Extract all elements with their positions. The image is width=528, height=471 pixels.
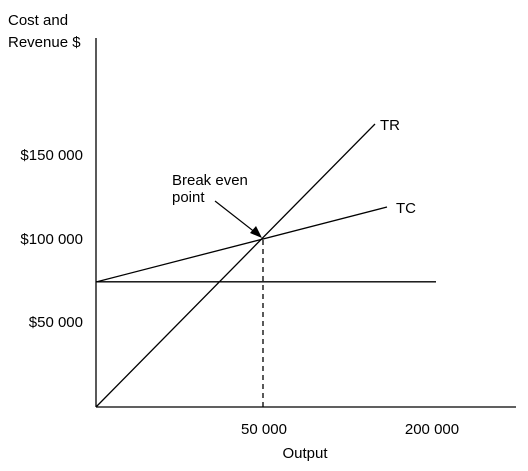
y-tick-label-100000: $100 000 xyxy=(20,231,83,248)
break-even-arrow-head xyxy=(250,226,262,238)
x-axis-label: Output xyxy=(282,445,328,462)
y-tick-label-50000: $50 000 xyxy=(29,314,83,331)
x-tick-label-50000: 50 000 xyxy=(241,421,287,438)
tr-line xyxy=(95,123,376,408)
break-even-arrow-shaft xyxy=(214,200,257,234)
y-tick-label-150000: $150 000 xyxy=(20,147,83,164)
break-even-label-line-1: Break even xyxy=(172,172,248,189)
break-even-label-line-2: point xyxy=(172,189,205,206)
tc-line xyxy=(95,206,388,283)
x-tick-label-200000: 200 000 xyxy=(405,421,459,438)
tr-label: TR xyxy=(380,117,400,134)
tc-label: TC xyxy=(396,200,416,217)
y-axis-label-line-2: Revenue $ xyxy=(8,34,81,51)
y-axis-label-line-1: Cost and xyxy=(8,12,68,29)
